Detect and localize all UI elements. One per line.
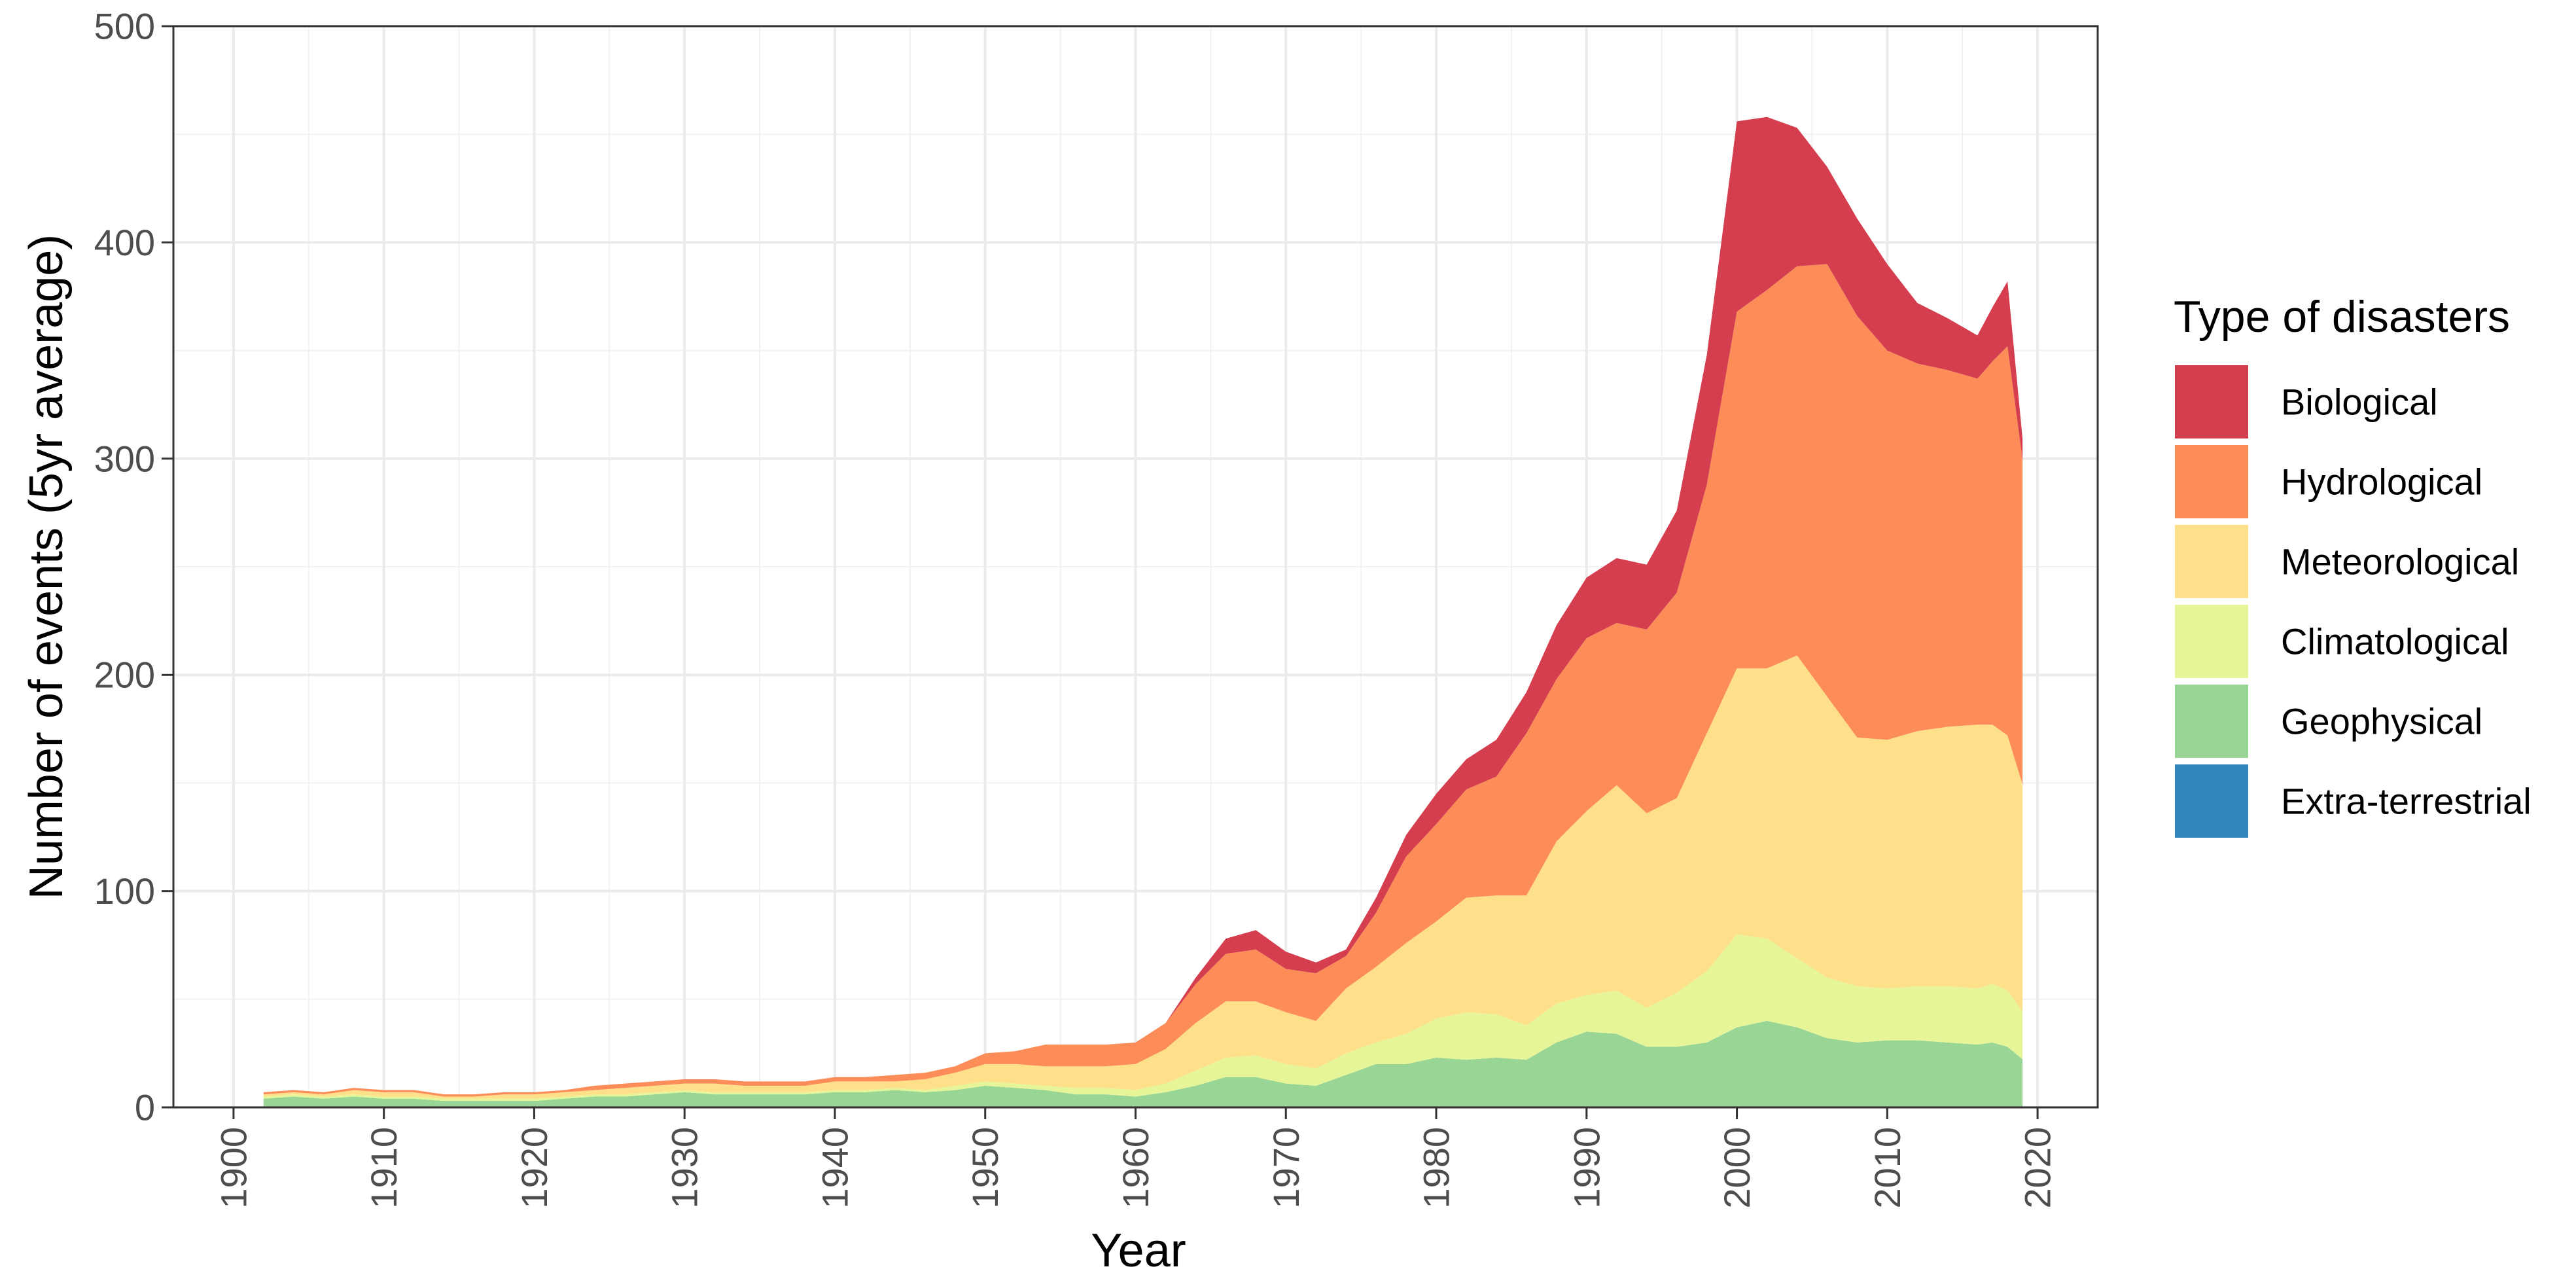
area-series <box>263 116 2023 1107</box>
y-axis-title: Number of events (5yr average) <box>20 234 73 899</box>
legend-label: Extra-terrestrial <box>2281 781 2532 822</box>
area-biological <box>263 116 2023 1095</box>
x-axis-title: Year <box>1091 1225 1186 1277</box>
legend-label: Biological <box>2281 382 2438 423</box>
legend-label: Hydrological <box>2281 461 2482 503</box>
area-meteorological <box>263 655 2023 1099</box>
x-tick-label: 1900 <box>213 1127 254 1209</box>
x-tick-label: 2000 <box>1716 1127 1757 1209</box>
legend-items: Biological Hydrological Meteorological Clim… <box>2175 365 2532 838</box>
legend-label: Geophysical <box>2281 701 2482 742</box>
legend-key-hydrological <box>2175 445 2248 518</box>
x-tick-label: 2020 <box>2017 1127 2058 1209</box>
y-tick-label: 300 <box>94 438 155 479</box>
legend-label: Meteorological <box>2281 541 2519 582</box>
x-tick-label: 1940 <box>814 1127 855 1209</box>
y-axis: 0 100 200 300 400 500 <box>94 6 173 1128</box>
x-tick-label: 1980 <box>1416 1127 1457 1209</box>
legend-key-geophysical <box>2175 685 2248 758</box>
x-tick-label: 1950 <box>964 1127 1006 1209</box>
x-tick-label: 1970 <box>1265 1127 1307 1209</box>
x-tick-label: 1960 <box>1115 1127 1156 1209</box>
y-tick-label: 0 <box>135 1087 155 1128</box>
y-tick-label: 400 <box>94 222 155 263</box>
legend-title: Type of disasters <box>2174 292 2510 342</box>
x-tick-label: 1920 <box>514 1127 555 1209</box>
legend-key-biological <box>2175 365 2248 438</box>
x-tick-label: 2010 <box>1867 1127 1908 1209</box>
legend-key-climatological <box>2175 605 2248 678</box>
legend-label: Climatological <box>2281 621 2509 662</box>
y-tick-label: 100 <box>94 870 155 912</box>
legend-key-meteorological <box>2175 525 2248 598</box>
x-tick-label: 1930 <box>664 1127 705 1209</box>
legend-key-extra-terrestrial <box>2175 764 2248 838</box>
y-tick-label: 200 <box>94 654 155 696</box>
x-tick-label: 1910 <box>363 1127 404 1209</box>
y-tick-label: 500 <box>94 6 155 47</box>
area-hydrological <box>263 264 2023 1097</box>
area-geophysical <box>263 1020 2023 1107</box>
legend: Type of disasters Biological Hydrological… <box>2174 292 2532 838</box>
x-axis: 1900 1910 1920 1930 1940 1950 1960 1970 1980 1990… <box>213 1107 2058 1209</box>
x-tick-label: 1990 <box>1566 1127 1607 1209</box>
area-climatological <box>263 934 2023 1101</box>
